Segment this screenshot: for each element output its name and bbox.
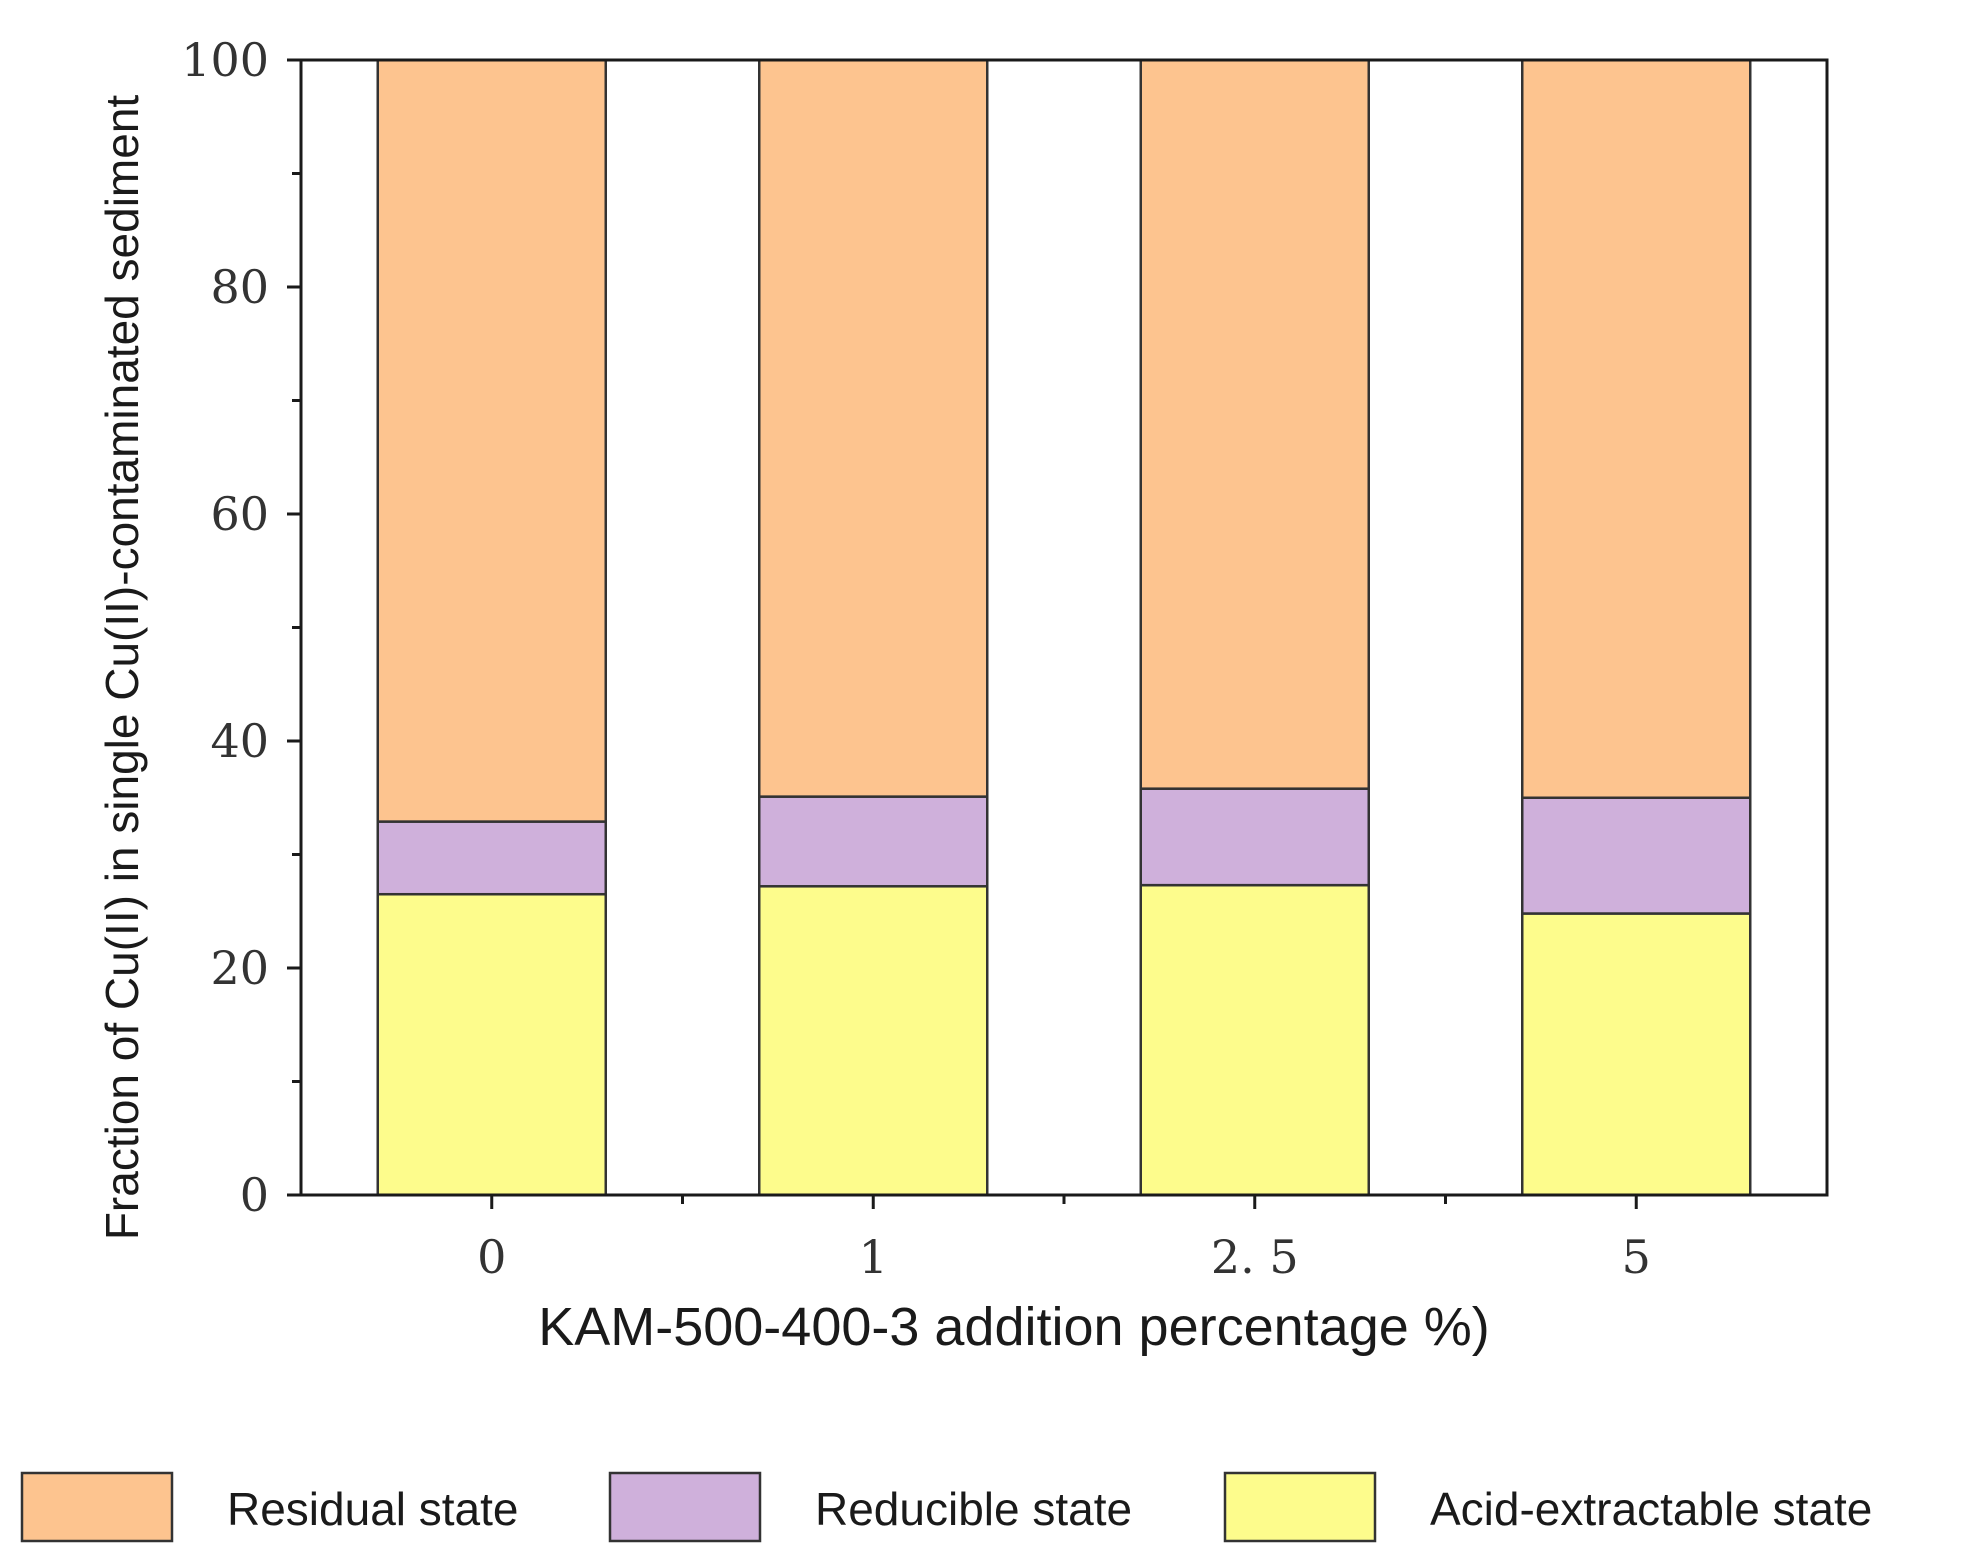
bar-segment-residual-state-1: [758, 58, 989, 798]
x-tick-label: 2. 5: [1211, 1230, 1299, 1284]
legend: Residual state Reducible state Acid-extrac…: [20, 1471, 1872, 1543]
bar-segment-residual-state-2-5: [1139, 58, 1370, 790]
bar-segment-residual-state-0: [376, 58, 607, 823]
legend-item-acid-extractable-state: Acid-extractable state: [1223, 1471, 1872, 1543]
bars-layer: [376, 58, 1752, 1197]
y-tick-label: 20: [210, 941, 269, 995]
y-axis-title: Fraction of Cu(II) in single Cu(II)-cont…: [96, 95, 148, 1241]
bar-segment-reducible-state-5: [1521, 796, 1752, 915]
legend-swatch-acid-extractable-state: [1223, 1471, 1377, 1543]
y-tick-label: 80: [210, 260, 269, 314]
bar-segment-acid-extractable-state-5: [1521, 912, 1752, 1197]
x-tick-label: 1: [859, 1230, 888, 1284]
x-tick-label: 5: [1622, 1230, 1651, 1284]
legend-label-reducible-state: Reducible state: [815, 1483, 1132, 1535]
bar-segment-reducible-state-2-5: [1139, 787, 1370, 887]
y-tick-label: 100: [181, 33, 269, 87]
bar-segment-reducible-state-0: [376, 820, 607, 896]
legend-item-reducible-state: Reducible state: [608, 1471, 1132, 1543]
legend-swatch-residual-state: [20, 1471, 174, 1543]
bar-segment-acid-extractable-state-2-5: [1139, 883, 1370, 1197]
x-axis-title: KAM-500-400-3 addition percentage %): [538, 1297, 1490, 1357]
legend-item-residual-state: Residual state: [20, 1471, 519, 1543]
bar-segment-reducible-state-1: [758, 795, 989, 888]
y-tick-label: 60: [210, 487, 269, 541]
y-tick-label: 40: [210, 714, 269, 768]
legend-label-residual-state: Residual state: [227, 1483, 519, 1535]
legend-swatch-reducible-state: [608, 1471, 762, 1543]
bar-segment-residual-state-5: [1521, 58, 1752, 799]
labels-layer: 0 1 2. 5 5 0 20 40 60 80 100 KAM-500-400-3 additio…: [96, 33, 1651, 1357]
bar-segment-acid-extractable-state-0: [376, 892, 607, 1197]
legend-label-acid-extractable-state: Acid-extractable state: [1430, 1483, 1872, 1535]
axes-layer: [287, 58, 1829, 1209]
bar-segment-acid-extractable-state-1: [758, 885, 989, 1197]
x-tick-label: 0: [477, 1230, 506, 1284]
y-tick-label: 0: [240, 1168, 269, 1222]
